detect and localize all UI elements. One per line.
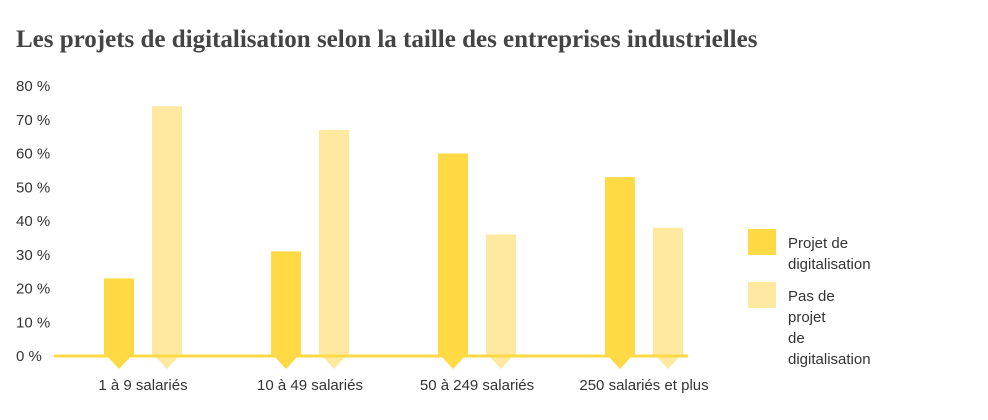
bar-pointer-projet — [274, 356, 298, 369]
bar-projet — [104, 278, 134, 356]
x-category-label: 1 à 9 salariés — [98, 377, 187, 394]
legend-label-projet: Projet de digitalisation — [788, 235, 871, 273]
bar-projet — [271, 251, 301, 356]
y-tick-label: 40 % — [16, 213, 50, 230]
bar-pas-de-projet — [319, 129, 349, 356]
legend-swatch-pas-de-projet — [748, 282, 776, 308]
bar-projet — [438, 153, 468, 356]
bar-projet — [605, 177, 635, 356]
legend-swatch-projet — [748, 229, 776, 255]
bar-pas-de-projet — [152, 106, 182, 356]
y-tick-label: 70 % — [16, 112, 50, 129]
x-category-label: 50 à 249 salariés — [420, 377, 534, 394]
bar-pointer-pas-de-projet — [656, 356, 680, 369]
y-tick-label: 20 % — [16, 281, 50, 298]
bar-pas-de-projet — [653, 227, 683, 356]
bar-pointer-pas-de-projet — [155, 356, 179, 369]
bar-pointer-projet — [441, 356, 465, 369]
y-tick-label: 50 % — [16, 179, 50, 196]
y-tick-label: 30 % — [16, 247, 50, 264]
x-category-label: 250 salariés et plus — [579, 377, 708, 394]
bar-pointer-projet — [107, 356, 131, 369]
bar-pointer-pas-de-projet — [489, 356, 513, 369]
chart-title: Les projets de digitalisation selon la t… — [16, 26, 758, 53]
x-category-label: 10 à 49 salariés — [257, 377, 363, 394]
y-tick-label: 60 % — [16, 146, 50, 163]
y-tick-label: 10 % — [16, 314, 50, 331]
legend-label-pas-de-projet: Pas de projet de digitalisation — [788, 288, 871, 368]
bar-pas-de-projet — [486, 234, 516, 356]
bar-pointer-projet — [608, 356, 632, 369]
bar-pointer-pas-de-projet — [322, 356, 346, 369]
y-tick-label: 80 % — [16, 78, 50, 95]
y-tick-label: 0 % — [16, 348, 42, 365]
